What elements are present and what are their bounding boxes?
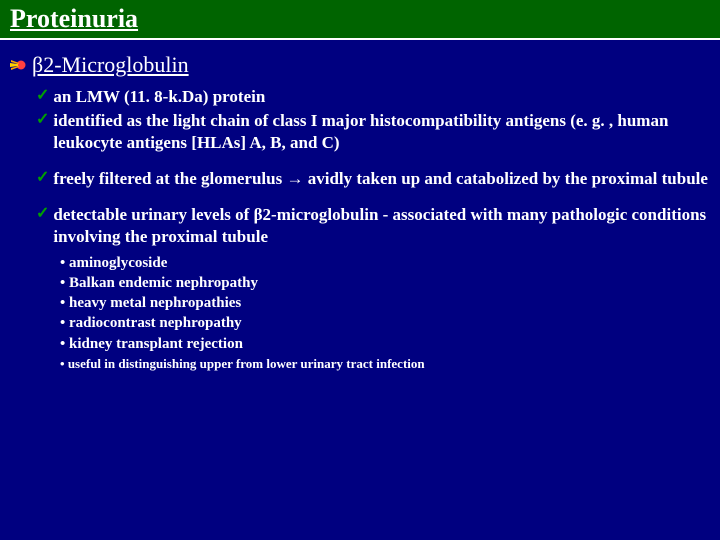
item-text: freely filtered at the glomerulus → avid… xyxy=(53,168,708,190)
check-icon: ✓ xyxy=(36,168,49,189)
check-icon: ✓ xyxy=(36,204,49,225)
list-item: ✓ an LMW (11. 8-k.Da) protein xyxy=(36,86,710,108)
list-item: ✓ detectable urinary levels of β2-microg… xyxy=(36,204,710,248)
sub-item-text: kidney transplant rejection xyxy=(69,336,243,352)
sub-item-text: heavy metal nephropathies xyxy=(69,295,241,311)
list-item: ✓ identified as the light chain of class… xyxy=(36,110,710,154)
text-pre: freely filtered at the glomerulus xyxy=(53,169,286,188)
section-heading: β2-Microglobulin xyxy=(10,52,710,78)
check-icon: ✓ xyxy=(36,110,49,131)
item-text: an LMW (11. 8-k.Da) protein xyxy=(53,86,265,108)
list-item: ✓ freely filtered at the glomerulus → av… xyxy=(36,168,710,190)
sub-item: • kidney transplant rejection xyxy=(60,334,710,354)
sub-list: • aminoglycoside • Balkan endemic nephro… xyxy=(60,253,710,374)
comet-icon xyxy=(10,58,26,72)
sub-item: • radiocontrast nephropathy xyxy=(60,313,710,333)
item-group-2: ✓ freely filtered at the glomerulus → av… xyxy=(36,168,710,190)
arrow-icon: → xyxy=(286,169,303,188)
text-post: avidly taken up and catabolized by the p… xyxy=(303,169,707,188)
sub-item: • Balkan endemic nephropathy xyxy=(60,273,710,293)
sub-item-small: • useful in distinguishing upper from lo… xyxy=(60,354,710,374)
item-text: identified as the light chain of class I… xyxy=(53,110,710,154)
item-text: detectable urinary levels of β2-microglo… xyxy=(53,204,710,248)
sub-item-text: radiocontrast nephropathy xyxy=(69,315,242,331)
check-icon: ✓ xyxy=(36,86,49,107)
title-bar: Proteinuria xyxy=(0,0,720,40)
sub-item: • heavy metal nephropathies xyxy=(60,293,710,313)
sub-item-text: aminoglycoside xyxy=(69,255,167,271)
content-area: β2-Microglobulin ✓ an LMW (11. 8-k.Da) p… xyxy=(0,40,720,383)
page-title: Proteinuria xyxy=(10,4,710,34)
item-group-1: ✓ an LMW (11. 8-k.Da) protein ✓ identifi… xyxy=(36,86,710,154)
sub-item-text: Balkan endemic nephropathy xyxy=(69,275,258,291)
heading-text: β2-Microglobulin xyxy=(32,52,189,78)
sub-item-text: useful in distinguishing upper from lowe… xyxy=(68,356,425,371)
sub-item: • aminoglycoside xyxy=(60,253,710,273)
item-group-3: ✓ detectable urinary levels of β2-microg… xyxy=(36,204,710,248)
